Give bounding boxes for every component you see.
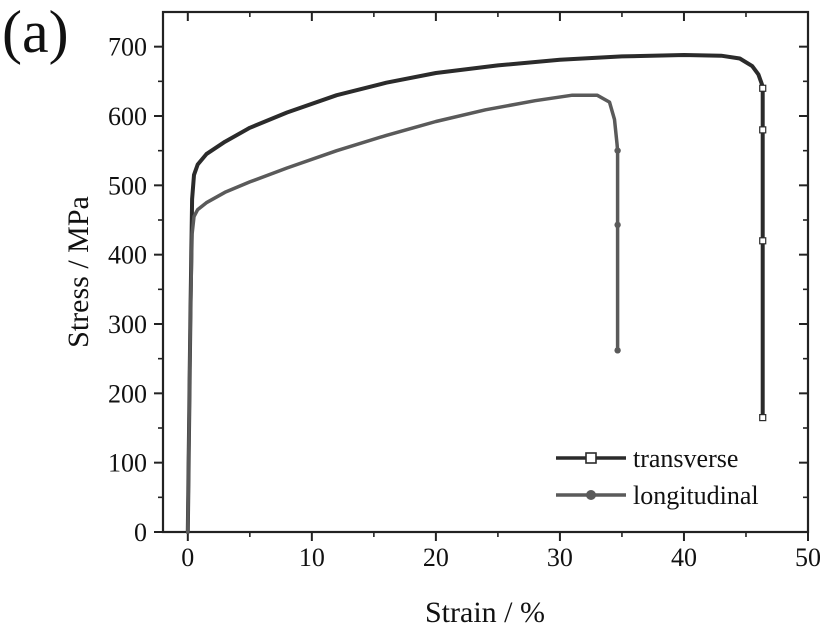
x-axis-label: Strain / % (425, 596, 545, 629)
plot-frame (161, 10, 810, 534)
y-tick-label: 700 (108, 33, 147, 62)
y-tick-label: 300 (108, 310, 147, 339)
legend-marker-longitudinal (586, 490, 596, 500)
legend: transverse longitudinal (556, 444, 759, 510)
legend-label-longitudinal: longitudinal (633, 481, 759, 510)
legend-marker-transverse (585, 452, 597, 464)
panel-label: (a) (2, 0, 69, 65)
x-tick-label: 0 (181, 543, 194, 572)
data-point-longitudinal (614, 147, 621, 154)
data-point-transverse (759, 414, 767, 422)
y-axis-label: Stress / MPa (62, 196, 95, 348)
series-lines (185, 53, 767, 534)
y-tick-label: 100 (108, 449, 147, 478)
data-point-longitudinal (614, 347, 621, 354)
y-tick-label: 600 (108, 102, 147, 131)
y-tick-label: 400 (108, 241, 147, 270)
x-tick-label: 50 (795, 543, 821, 572)
x-tick-label: 20 (423, 543, 449, 572)
y-tick-label: 0 (134, 518, 147, 547)
x-tick-label: 40 (671, 543, 697, 572)
data-point-longitudinal (614, 221, 621, 229)
y-tick-label: 200 (108, 379, 147, 408)
series-line-longitudinal (186, 93, 620, 534)
legend-label-transverse: transverse (633, 444, 738, 473)
y-tick-label: 500 (108, 171, 147, 200)
x-tick-label: 10 (299, 543, 325, 572)
data-point-transverse (759, 84, 767, 92)
data-point-transverse (759, 126, 767, 134)
x-tick-label: 30 (547, 543, 573, 572)
data-point-transverse (759, 237, 767, 245)
